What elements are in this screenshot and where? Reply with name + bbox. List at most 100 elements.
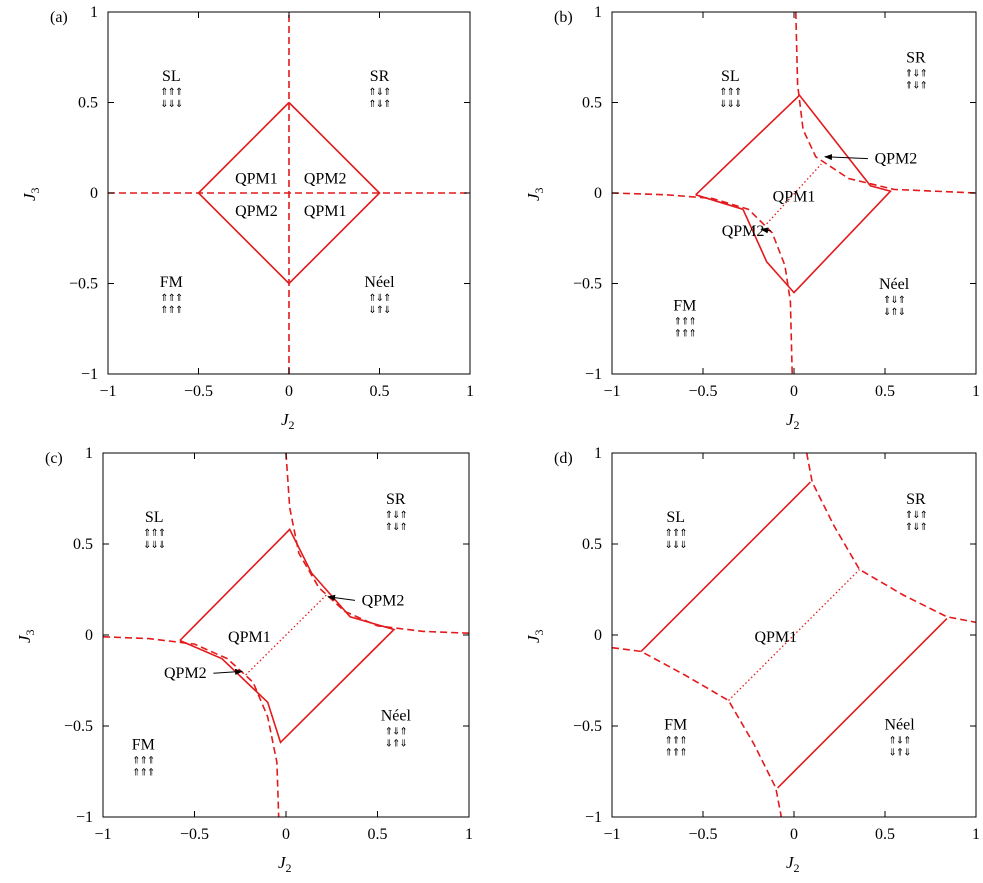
region-label-sr: SR ⇑⇓⇑⇑⇓⇑ (385, 491, 408, 533)
spin-configuration: ⇑⇓⇑ (385, 510, 407, 521)
region-name: FM (132, 737, 155, 754)
x-tick-label: 0.5 (875, 383, 895, 400)
region-name: FM (673, 298, 696, 315)
label-arrow (213, 668, 244, 675)
phase-label-qpm1: QPM1 (235, 171, 278, 188)
x-axis-title: J2 (786, 410, 800, 432)
boundary-line-dashed (611, 192, 793, 375)
region-label-sr: SR ⇑⇓⇑⇑⇓⇑ (368, 68, 391, 110)
boundary-line-dashed (805, 452, 977, 624)
y-tick-label: −1 (585, 809, 602, 826)
phase-label-qpm2: QPM2 (362, 592, 405, 609)
spin-configuration: ⇑⇑⇑ (719, 87, 741, 98)
x-axis-title: J2 (278, 853, 292, 875)
x-tick-label: 0 (282, 826, 290, 843)
spin-configuration: ⇑⇓⇑ (905, 522, 927, 533)
spin-configuration: ⇓⇓⇓ (665, 540, 687, 551)
x-axis-title: J2 (281, 410, 295, 432)
y-tick-label: −0.5 (573, 718, 602, 735)
x-tick-label: −0.5 (688, 383, 717, 400)
y-tick-label: 0 (594, 627, 602, 644)
x-tick-label: −1 (603, 383, 620, 400)
spin-configuration: ⇑⇑⇑ (665, 528, 687, 539)
x-tick-label: 1 (972, 826, 980, 843)
y-axis-title: J3 (20, 187, 42, 201)
panel-label: (c) (45, 450, 63, 467)
y-tick-label: 0.5 (78, 95, 98, 112)
region-label-sl: SL ⇑⇑⇑⇓⇓⇓ (143, 509, 166, 551)
spin-configuration: ⇓⇓⇓ (719, 99, 741, 110)
spin-configuration: ⇑⇓⇑ (905, 510, 927, 521)
x-tick-label: −1 (99, 383, 116, 400)
y-tick-label: −1 (585, 366, 602, 383)
region-label-sl: SL ⇑⇑⇑⇓⇓⇓ (665, 509, 688, 551)
region-label-sl: SL ⇑⇑⇑⇓⇓⇓ (719, 68, 742, 110)
boundary-line-dashed (611, 646, 783, 818)
y-tick-label: −1 (81, 366, 98, 383)
phase-label-qpm1: QPM1 (228, 629, 271, 646)
spin-configuration: ⇑⇑⇑ (160, 305, 182, 316)
phase-label-qpm1: QPM1 (773, 189, 816, 206)
region-name: SR (906, 50, 926, 67)
panel-3: −1−1−0.5−0.5000.50.511(d)J2J3SL⇑⇑⇑⇓⇓⇓SR⇑… (524, 445, 980, 875)
x-tick-label: 0 (790, 383, 798, 400)
boundary-line-solid (777, 618, 948, 789)
region-name: FM (664, 717, 687, 734)
y-axis-title: J3 (524, 629, 546, 643)
x-tick-label: 1 (465, 826, 473, 843)
spin-configuration: ⇑⇓⇑ (883, 295, 905, 306)
x-tick-label: −1 (94, 826, 111, 843)
y-tick-label: −0.5 (69, 276, 98, 293)
region-label-sr: SR ⇑⇓⇑⇑⇓⇑ (905, 50, 928, 92)
x-tick-label: 1 (972, 383, 980, 400)
y-tick-label: 0 (85, 627, 93, 644)
y-tick-label: 0.5 (73, 536, 93, 553)
boundary-line-dotted (728, 569, 860, 701)
spin-configuration: ⇓⇑⇓ (888, 748, 910, 759)
x-tick-label: 0.5 (370, 383, 390, 400)
region-name: SL (721, 68, 740, 85)
spin-configuration: ⇑⇓⇑ (905, 69, 927, 80)
phase-label-qpm1: QPM1 (754, 629, 797, 646)
region-name: Néel (364, 274, 395, 291)
phase-label-qpm2: QPM2 (164, 665, 207, 682)
region-name: SR (370, 68, 390, 85)
x-tick-label: 0 (790, 826, 798, 843)
phase-label-qpm2: QPM2 (304, 171, 347, 188)
panel-1: −1−1−0.5−0.5000.50.511(b)J2J3SL⇑⇑⇑⇓⇓⇓SR⇑… (524, 4, 980, 432)
boundary-line-dotted (245, 594, 327, 676)
region-label-sr: SR ⇑⇓⇑⇑⇓⇑ (905, 491, 928, 533)
region-name: Néel (884, 717, 915, 734)
x-tick-label: −0.5 (184, 383, 213, 400)
x-tick-label: −1 (603, 826, 620, 843)
phase-label-qpm2: QPM2 (235, 203, 278, 220)
region-name: SL (162, 68, 181, 85)
panel-label: (b) (554, 9, 573, 26)
y-axis-title: J3 (524, 187, 546, 201)
x-tick-label: 0.5 (875, 826, 895, 843)
spin-configuration: ⇑⇓⇑ (905, 81, 927, 92)
boundary-line-solid (179, 528, 396, 744)
y-tick-label: 1 (90, 4, 98, 21)
panel-0: −1−1−0.5−0.5000.50.511(a)J2J3SL⇑⇑⇑⇓⇓⇓SR⇑… (20, 4, 474, 432)
spin-configuration: ⇓⇑⇓ (883, 307, 905, 318)
spin-configuration: ⇑⇑⇑ (674, 329, 696, 340)
region-label-fm: FM ⇑⇑⇑⇑⇑⇑ (132, 737, 156, 779)
region-label-néel: Néel ⇑⇓⇑⇓⇑⇓ (364, 274, 395, 316)
spin-configuration: ⇑⇓⇑ (368, 99, 390, 110)
spin-configuration: ⇑⇑⇑ (665, 736, 687, 747)
y-axis-title: J3 (15, 629, 37, 643)
y-tick-label: 0 (90, 185, 98, 202)
region-name: Néel (381, 708, 412, 725)
spin-configuration: ⇓⇓⇓ (143, 540, 165, 551)
y-tick-label: 0 (594, 185, 602, 202)
boundary-line-solid (640, 481, 811, 652)
panel-label: (a) (50, 9, 68, 26)
spin-configuration: ⇑⇓⇑ (385, 522, 407, 533)
spin-configuration: ⇑⇓⇑ (888, 736, 910, 747)
region-label-néel: Néel ⇑⇓⇑⇓⇑⇓ (884, 717, 915, 759)
spin-configuration: ⇑⇑⇑ (674, 317, 696, 328)
spin-configuration: ⇑⇑⇑ (160, 87, 182, 98)
region-name: SL (145, 509, 164, 526)
